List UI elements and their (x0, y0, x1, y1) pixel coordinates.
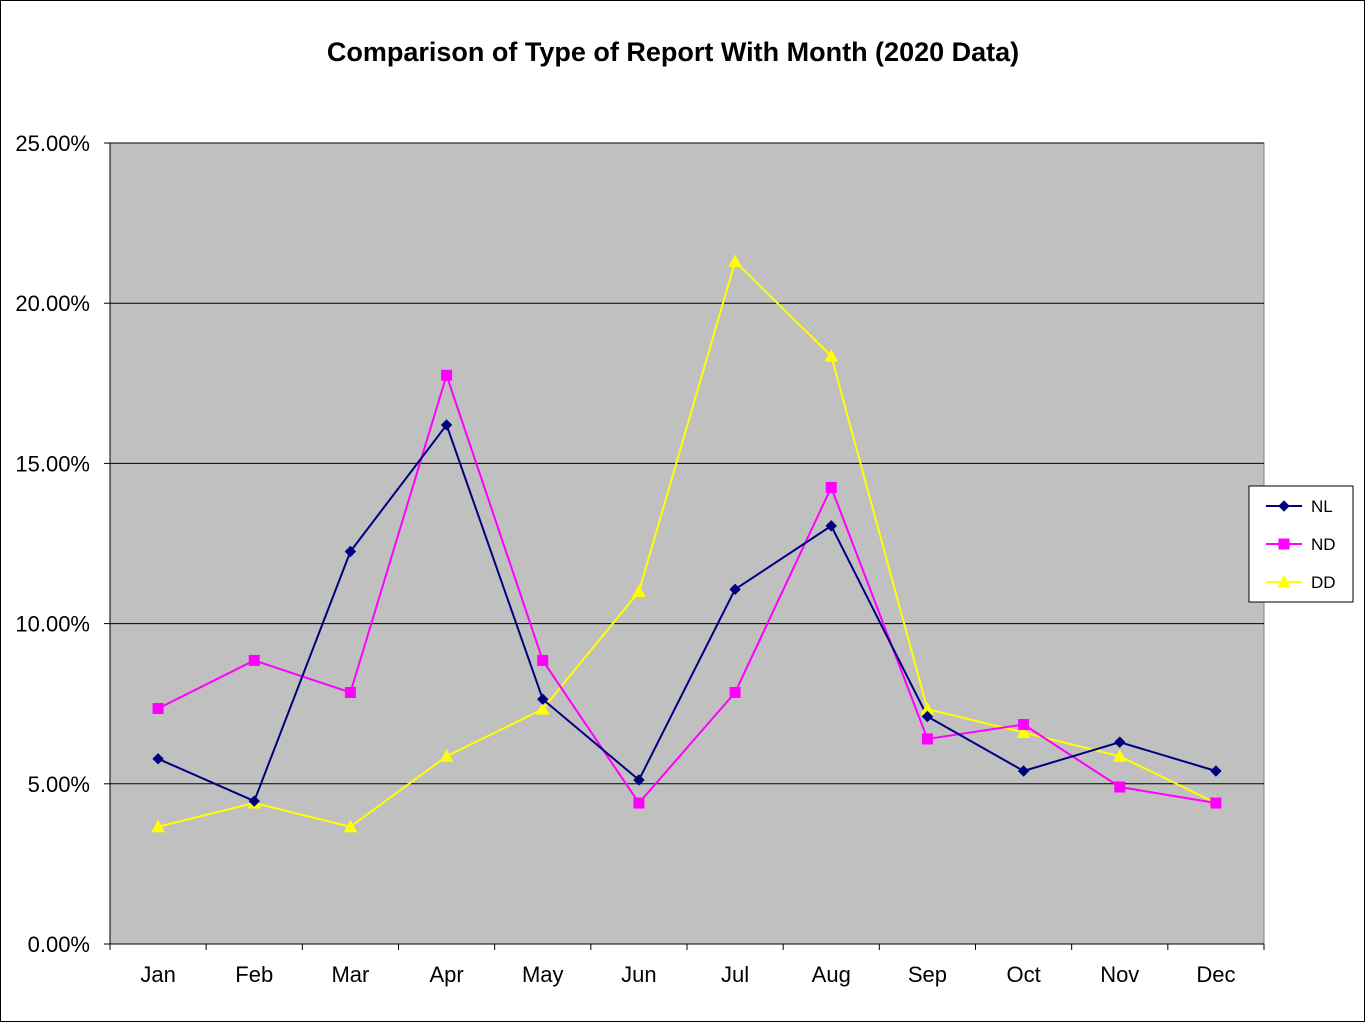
data-point-nd (825, 481, 837, 493)
data-point-nd (921, 733, 933, 745)
legend-label-nl: NL (1311, 497, 1333, 516)
data-point-nl (440, 419, 453, 431)
y-tick-label: 10.00% (15, 612, 90, 637)
data-point-nd (441, 369, 453, 381)
data-point-dd (343, 819, 358, 833)
chart-title: Comparison of Type of Report With Month … (327, 37, 1019, 67)
legend: NL ND DD (1248, 485, 1354, 603)
data-point-dd (439, 749, 454, 762)
data-point-nl (1017, 765, 1030, 777)
x-tick-label: Sep (908, 962, 947, 987)
x-tick-label: Nov (1100, 962, 1139, 987)
x-tick-label: Dec (1196, 962, 1235, 987)
gridlines (110, 142, 1264, 785)
x-tick-label: May (522, 962, 564, 987)
series-line-nd (157, 374, 1217, 805)
x-tick-label: Apr (429, 962, 463, 987)
y-axis-ticks: 0.00% 5.00% 10.00% 15.00% 20.00% 25.00% (15, 131, 110, 957)
data-point-nl (633, 774, 645, 786)
data-point-dd (1016, 725, 1031, 739)
data-point-nl (152, 753, 164, 765)
data-point-nd (633, 797, 645, 809)
series-line-dd (157, 260, 1217, 828)
x-tick-label: Mar (331, 962, 369, 987)
plot-area (109, 142, 1265, 945)
data-point-nl (248, 795, 260, 807)
x-tick-label: Oct (1006, 962, 1040, 987)
data-point-dd (1112, 749, 1127, 762)
data-point-dd (728, 254, 742, 268)
data-point-dd (151, 819, 165, 833)
legend-marker-dd (1277, 574, 1291, 588)
x-axis-ticks: Jan Feb Mar Apr May Jun Jul Aug Sep Oct Nov Dec (109, 944, 1265, 987)
legend-marker-nd (1278, 538, 1290, 550)
data-point-nd (344, 686, 356, 698)
series-line-nl (157, 423, 1217, 803)
data-point-dd (824, 349, 839, 362)
data-point-nd (729, 686, 741, 698)
data-point-dd (632, 584, 646, 598)
legend-label-nd: ND (1311, 535, 1336, 554)
series-lines (157, 260, 1217, 828)
legend-label-dd: DD (1311, 573, 1336, 592)
x-tick-label: Jun (621, 962, 656, 987)
x-tick-label: Feb (235, 962, 273, 987)
series-markers (151, 254, 1223, 833)
data-point-nd (248, 654, 260, 666)
data-point-nd (537, 654, 549, 666)
legend-marker-nl (1278, 500, 1290, 512)
data-point-nl (921, 710, 934, 723)
y-tick-label: 5.00% (28, 772, 90, 797)
data-point-nd (1210, 797, 1222, 809)
y-tick-label: 20.00% (15, 291, 90, 316)
data-point-nl (344, 545, 357, 558)
data-point-nd (152, 703, 164, 715)
x-tick-label: Jan (140, 962, 175, 987)
data-point-dd (535, 702, 550, 715)
data-point-nl (729, 583, 741, 596)
y-tick-label: 25.00% (15, 131, 90, 156)
data-point-nl (537, 693, 549, 705)
data-point-nd (1114, 781, 1126, 793)
y-tick-label: 0.00% (28, 932, 90, 957)
y-tick-label: 15.00% (15, 451, 90, 476)
data-point-nl (1114, 736, 1126, 748)
x-tick-label: Aug (812, 962, 851, 987)
data-point-nd (1018, 719, 1030, 731)
data-point-nl (825, 520, 837, 532)
data-point-nl (1210, 765, 1222, 777)
x-tick-label: Jul (721, 962, 749, 987)
